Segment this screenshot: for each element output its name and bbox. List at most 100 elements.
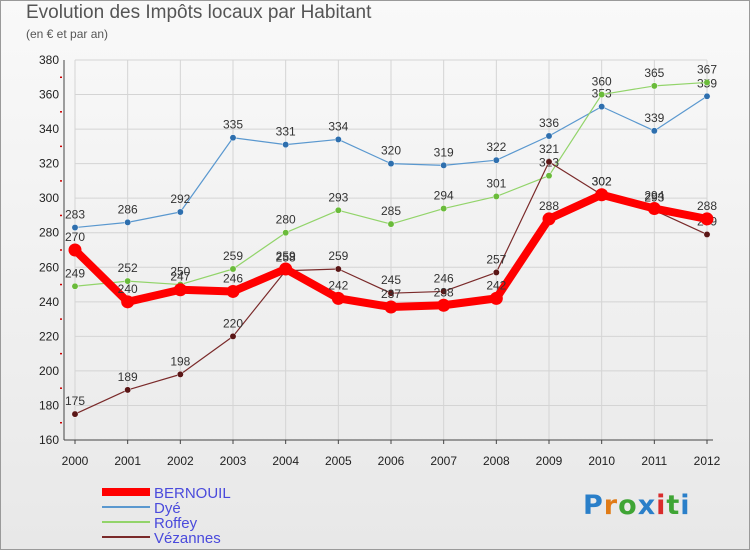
data-point-roffey — [440, 205, 448, 212]
data-point-dye — [176, 208, 184, 216]
x-tick-label: 2004 — [272, 454, 299, 468]
x-tick-label: 2009 — [536, 454, 563, 468]
data-point-vezannes — [71, 410, 79, 418]
data-point-bernouil — [542, 212, 556, 226]
data-label-dye: 286 — [118, 202, 138, 216]
data-label-dye: 334 — [328, 119, 348, 133]
data-label-dye: 320 — [381, 144, 401, 158]
x-tick-label: 2007 — [430, 454, 457, 468]
data-point-dye — [545, 132, 553, 140]
data-point-roffey — [598, 91, 606, 98]
data-point-roffey — [334, 206, 342, 214]
data-label-vezannes: 302 — [592, 175, 612, 189]
data-point-roffey — [229, 265, 237, 273]
logo-letter: i — [656, 490, 667, 521]
data-label-vezannes: 259 — [328, 249, 348, 263]
data-point-bernouil — [647, 202, 661, 216]
data-label-roffey: 249 — [65, 266, 85, 280]
y-tick-label: 220 — [39, 329, 59, 343]
logo-letter: i — [680, 490, 691, 521]
data-label-vezannes: 220 — [223, 316, 243, 330]
logo-letter: x — [637, 490, 657, 521]
data-point-dye — [282, 141, 290, 149]
data-point-vezannes — [334, 265, 342, 273]
logo-letter: P — [583, 490, 604, 521]
data-point-bernouil — [68, 243, 82, 257]
data-label-roffey: 280 — [276, 213, 296, 227]
x-tick-label: 2001 — [114, 454, 141, 468]
data-label-dye: 283 — [65, 208, 85, 222]
data-point-vezannes — [440, 288, 448, 295]
y-tick-label: 280 — [39, 226, 59, 240]
chart-title: Evolution des Impôts locaux par Habitant — [26, 2, 372, 23]
data-label-roffey: 365 — [644, 66, 664, 80]
y-tick-label: 240 — [39, 295, 59, 309]
data-point-roffey — [71, 282, 79, 290]
data-point-dye — [71, 224, 79, 231]
data-point-dye — [334, 136, 342, 143]
data-point-bernouil — [437, 298, 451, 312]
data-label-vezannes: 257 — [486, 252, 506, 266]
data-point-bernouil — [173, 283, 187, 297]
data-point-bernouil — [595, 188, 609, 202]
y-tick-label: 360 — [39, 88, 59, 102]
data-point-vezannes — [492, 269, 500, 276]
data-point-roffey — [124, 277, 132, 285]
data-label-bernouil: 288 — [539, 199, 559, 213]
data-label-bernouil: 288 — [697, 199, 717, 213]
y-tick-label: 260 — [39, 260, 59, 274]
data-label-roffey: 293 — [328, 190, 348, 204]
y-tick-label: 200 — [39, 364, 59, 378]
data-label-roffey: 285 — [381, 204, 401, 218]
data-label-bernouil: 237 — [381, 287, 401, 301]
data-point-bernouil — [331, 291, 345, 305]
data-point-bernouil — [226, 284, 240, 298]
data-label-bernouil: 247 — [170, 270, 190, 284]
data-label-roffey: 294 — [434, 189, 454, 203]
logo-letter: o — [618, 490, 638, 521]
data-label-bernouil: 246 — [223, 271, 243, 285]
data-point-dye — [598, 103, 606, 111]
y-tick-label: 320 — [39, 157, 59, 171]
data-point-dye — [650, 127, 658, 135]
logo-letter: t — [666, 490, 681, 521]
data-point-roffey — [492, 193, 500, 200]
data-label-vezannes: 246 — [434, 271, 454, 285]
x-tick-label: 2002 — [167, 454, 194, 468]
x-tick-label: 2006 — [378, 454, 405, 468]
data-label-dye: 322 — [486, 140, 506, 154]
data-label-dye: 335 — [223, 118, 243, 132]
data-label-vezannes: 245 — [381, 273, 401, 287]
x-tick-label: 2003 — [220, 454, 247, 468]
data-point-bernouil — [700, 212, 714, 226]
data-point-vezannes — [387, 289, 395, 297]
y-tick-label: 180 — [39, 398, 59, 412]
data-label-bernouil: 240 — [118, 282, 138, 296]
x-tick-label: 2005 — [325, 454, 352, 468]
data-label-vezannes: 175 — [65, 394, 85, 408]
data-label-roffey: 250 — [170, 265, 190, 279]
data-point-dye — [492, 156, 500, 164]
data-point-vezannes — [229, 332, 237, 340]
x-tick-label: 2012 — [694, 454, 721, 468]
data-label-bernouil: 242 — [328, 278, 348, 292]
data-point-vezannes — [703, 231, 711, 238]
data-point-roffey — [545, 172, 553, 180]
data-point-dye — [229, 134, 237, 142]
legend-label-vezannes: Vézannes — [154, 530, 221, 547]
data-label-roffey: 360 — [592, 75, 612, 89]
chart-subtitle: (en € et par an) — [26, 27, 109, 41]
y-tick-label: 340 — [39, 122, 59, 136]
data-label-vezannes: 258 — [276, 251, 296, 265]
data-point-dye — [440, 161, 448, 169]
logo-letter: r — [603, 490, 619, 521]
data-label-vezannes: 321 — [539, 142, 559, 156]
data-label-roffey: 252 — [118, 261, 138, 275]
data-label-vezannes: 189 — [118, 370, 138, 384]
data-label-bernouil: 259 — [276, 249, 296, 263]
x-tick-label: 2008 — [483, 454, 510, 468]
data-label-bernouil: 294 — [644, 189, 664, 203]
data-point-dye — [703, 92, 711, 100]
data-point-vezannes — [124, 386, 132, 394]
